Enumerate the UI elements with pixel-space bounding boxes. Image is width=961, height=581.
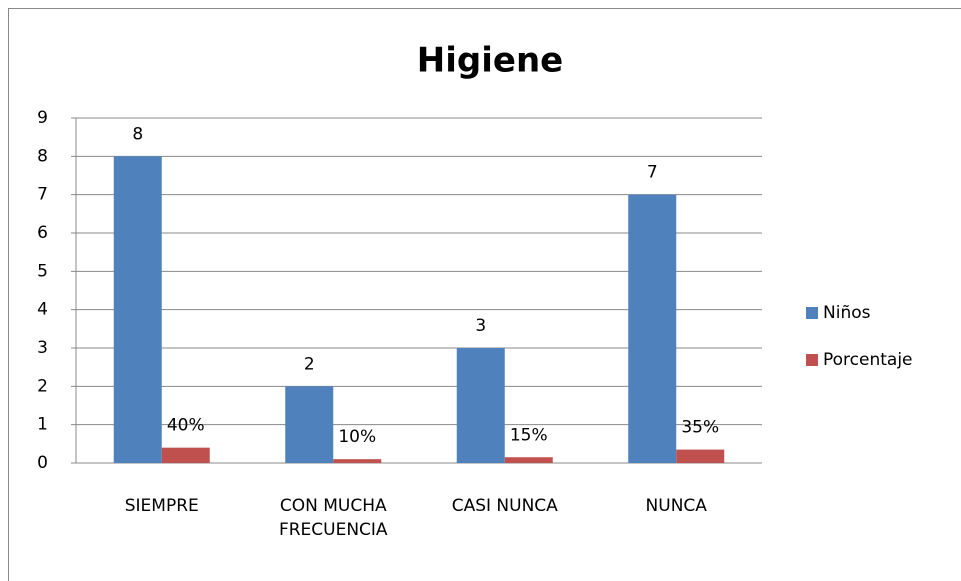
- chart-border: [8, 8, 961, 581]
- bar: [628, 194, 677, 463]
- x-tick-label: NUNCA: [645, 496, 707, 516]
- x-tick-label: SIEMPRE: [124, 496, 199, 516]
- bar: [456, 348, 505, 463]
- legend-label: Niños: [823, 303, 871, 323]
- bar: [676, 449, 725, 463]
- x-tick-label: CASI NUNCA: [451, 496, 558, 516]
- bar: [161, 447, 210, 463]
- data-label: 8: [132, 124, 143, 144]
- data-label: 3: [475, 316, 486, 336]
- bar: [504, 457, 553, 463]
- data-label: 2: [304, 354, 315, 374]
- y-tick-label: 7: [37, 185, 48, 205]
- y-tick-label: 1: [37, 415, 48, 435]
- x-tick-label: CON MUCHA FRECUENCIA: [278, 496, 388, 540]
- y-tick-label: 0: [37, 453, 48, 473]
- y-tick-label: 6: [37, 223, 48, 243]
- chart-title: Higiene: [417, 41, 563, 81]
- legend-label: Porcentaje: [823, 350, 913, 370]
- y-tick-label: 8: [37, 146, 48, 166]
- data-label: 35%: [681, 418, 719, 438]
- legend-swatch: [806, 354, 818, 366]
- legend-swatch: [806, 307, 818, 319]
- y-tick-label: 3: [37, 338, 48, 358]
- y-tick-label: 2: [37, 376, 48, 396]
- data-label: 10%: [338, 427, 376, 447]
- data-label: 7: [647, 163, 658, 183]
- y-tick-label: 9: [37, 108, 48, 128]
- data-label: 40%: [167, 416, 205, 436]
- y-tick-label: 5: [37, 261, 48, 281]
- bar: [285, 386, 334, 463]
- bar: [333, 459, 382, 463]
- bar: [113, 156, 162, 464]
- data-label: 15%: [510, 425, 548, 445]
- y-tick-label: 4: [37, 300, 48, 320]
